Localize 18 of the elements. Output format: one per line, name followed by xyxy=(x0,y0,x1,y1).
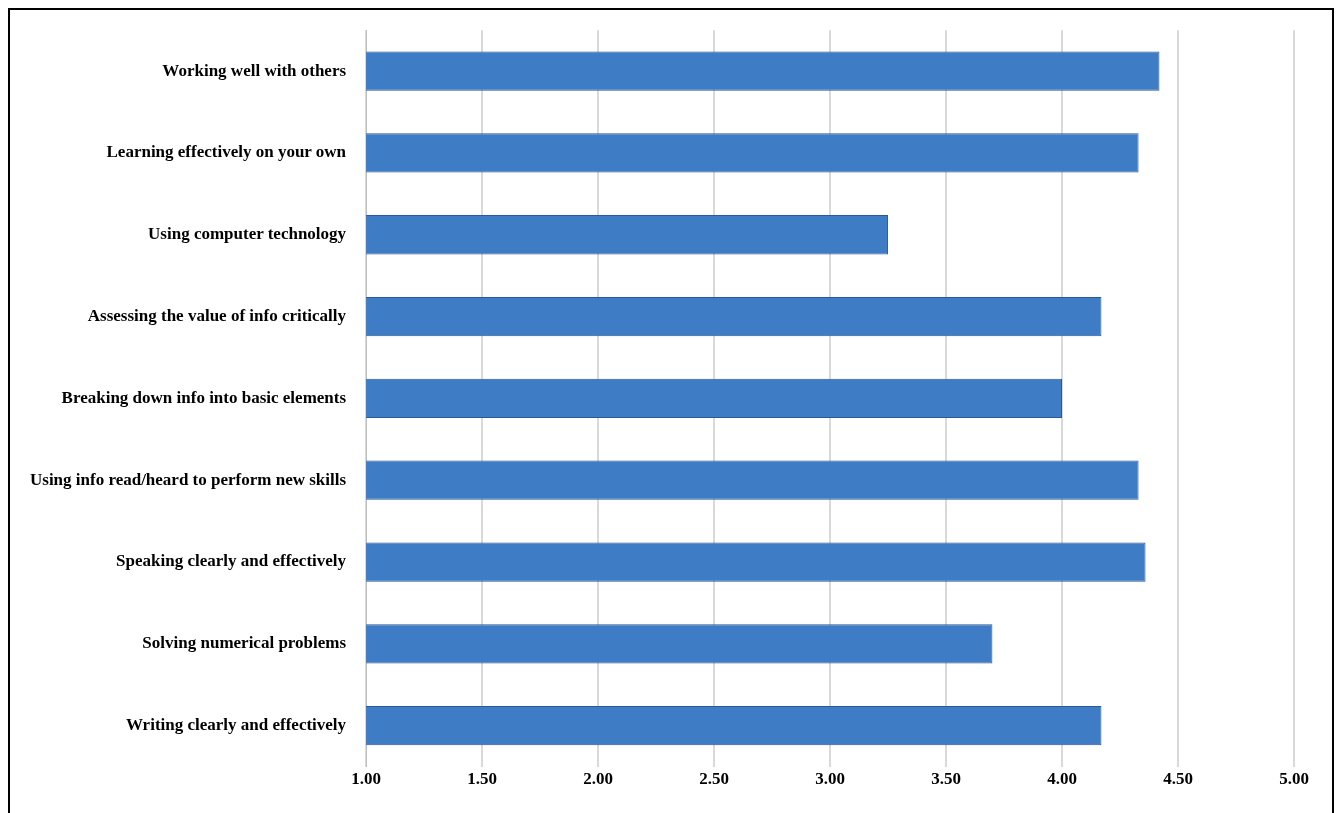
x-tick-label: 2.00 xyxy=(583,769,613,789)
x-tick-label: 4.50 xyxy=(1163,769,1193,789)
x-tick-label: 4.00 xyxy=(1047,769,1077,789)
y-tick-label: Assessing the value of info critically xyxy=(87,305,347,325)
y-tick-label: Using computer technology xyxy=(148,224,347,244)
y-tick-label: Learning effectively on your own xyxy=(106,142,347,162)
x-tick-label: 1.50 xyxy=(467,769,497,789)
y-tick-label: Writing clearly and effectively xyxy=(125,715,347,735)
x-tick-label: 2.50 xyxy=(699,769,729,789)
x-tick-label: 5.00 xyxy=(1279,769,1309,789)
y-tick-label: Working well with others xyxy=(162,60,347,80)
y-tick-label: Speaking clearly and effectively xyxy=(116,551,347,571)
y-tick-label: Using info read/heard to perform new skills xyxy=(30,469,347,489)
y-tick-label: Breaking down info into basic elements xyxy=(61,387,347,407)
x-tick-label: 3.50 xyxy=(931,769,961,789)
y-tick-label: Solving numerical problems xyxy=(142,633,347,653)
x-tick-label: 3.00 xyxy=(815,769,845,789)
x-tick-label: 1.00 xyxy=(351,769,381,789)
